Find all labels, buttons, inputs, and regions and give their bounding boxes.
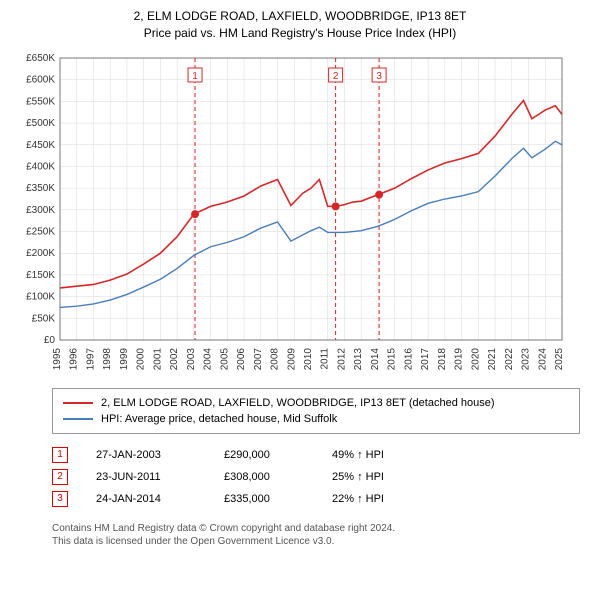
marker-pct: 49% ↑ HPI — [332, 449, 422, 461]
markers-table: 1 27-JAN-2003 £290,000 49% ↑ HPI 2 23-JUN-201… — [52, 444, 580, 510]
x-tick-label: 2010 — [303, 347, 314, 370]
x-tick-label: 2020 — [470, 347, 481, 370]
x-tick-label: 2007 — [253, 347, 264, 370]
legend-row: 2, ELM LODGE ROAD, LAXFIELD, WOODBRIDGE,… — [63, 395, 569, 411]
x-tick-label: 2004 — [203, 347, 214, 370]
marker-date: 27-JAN-2003 — [96, 449, 196, 461]
x-tick-label: 2000 — [136, 347, 147, 370]
x-tick-label: 2017 — [420, 347, 431, 370]
attribution-line-1: Contains HM Land Registry data © Crown c… — [52, 522, 580, 535]
legend-swatch — [63, 402, 93, 404]
x-tick-label: 2014 — [370, 347, 381, 370]
x-tick-label: 2013 — [353, 347, 364, 370]
y-tick-label: £250K — [26, 226, 55, 237]
x-tick-label: 2008 — [270, 347, 281, 370]
chart-container: 2, ELM LODGE ROAD, LAXFIELD, WOODBRIDGE,… — [0, 0, 600, 556]
y-tick-label: £500K — [26, 118, 55, 129]
y-tick-label: £0 — [44, 335, 56, 346]
legend-row: HPI: Average price, detached house, Mid … — [63, 411, 569, 427]
x-tick-label: 1997 — [85, 347, 96, 370]
marker-row: 1 27-JAN-2003 £290,000 49% ↑ HPI — [52, 444, 580, 466]
x-tick-label: 1995 — [52, 347, 63, 370]
marker-number-box: 3 — [52, 491, 68, 507]
x-tick-label: 2003 — [186, 347, 197, 370]
y-tick-label: £600K — [26, 74, 55, 85]
y-tick-label: £200K — [26, 248, 55, 259]
x-tick-label: 2001 — [152, 347, 163, 370]
marker-row: 2 23-JUN-2011 £308,000 25% ↑ HPI — [52, 466, 580, 488]
marker-number-box: 1 — [52, 447, 68, 463]
chart: £0 £50K £100K £150K £200K £250K £300K £350K £400… — [12, 50, 588, 380]
marker-row: 3 24-JAN-2014 £335,000 22% ↑ HPI — [52, 488, 580, 510]
y-tick-label: £650K — [26, 53, 55, 64]
x-tick-label: 2025 — [554, 347, 565, 370]
y-tick-label: £400K — [26, 161, 55, 172]
x-tick-label: 2006 — [236, 347, 247, 370]
marker-pct: 22% ↑ HPI — [332, 493, 422, 505]
x-tick-label: 2023 — [521, 347, 532, 370]
x-tick-label: 2018 — [437, 347, 448, 370]
marker-pct: 25% ↑ HPI — [332, 471, 422, 483]
title-line-2: Price paid vs. HM Land Registry's House … — [12, 25, 588, 42]
sale-marker-number: 2 — [333, 71, 339, 82]
y-tick-label: £350K — [26, 183, 55, 194]
x-tick-label: 2012 — [336, 347, 347, 370]
legend-label: HPI: Average price, detached house, Mid … — [101, 413, 337, 425]
attribution-line-2: This data is licensed under the Open Gov… — [52, 535, 580, 548]
x-tick-label: 2011 — [320, 347, 331, 369]
marker-price: £290,000 — [224, 449, 304, 461]
y-tick-label: £450K — [26, 139, 55, 150]
y-tick-label: £50K — [32, 313, 56, 324]
title-block: 2, ELM LODGE ROAD, LAXFIELD, WOODBRIDGE,… — [12, 8, 588, 42]
legend: 2, ELM LODGE ROAD, LAXFIELD, WOODBRIDGE,… — [52, 388, 580, 434]
sale-marker-number: 1 — [192, 71, 198, 82]
x-tick-label: 2016 — [403, 347, 414, 370]
y-tick-label: £100K — [26, 291, 55, 302]
x-tick-label: 2002 — [169, 347, 180, 370]
legend-swatch — [63, 418, 93, 420]
title-line-1: 2, ELM LODGE ROAD, LAXFIELD, WOODBRIDGE,… — [12, 8, 588, 25]
marker-date: 23-JUN-2011 — [96, 471, 196, 483]
x-tick-label: 2022 — [504, 347, 515, 370]
legend-label: 2, ELM LODGE ROAD, LAXFIELD, WOODBRIDGE,… — [101, 397, 495, 409]
x-tick-label: 1999 — [119, 347, 130, 370]
x-tick-label: 1996 — [69, 347, 80, 370]
y-tick-label: £300K — [26, 204, 55, 215]
x-tick-label: 2009 — [286, 347, 297, 370]
marker-price: £308,000 — [224, 471, 304, 483]
marker-date: 24-JAN-2014 — [96, 493, 196, 505]
marker-price: £335,000 — [224, 493, 304, 505]
chart-svg: £0 £50K £100K £150K £200K £250K £300K £350K £400… — [12, 50, 572, 380]
x-tick-label: 2015 — [387, 347, 398, 370]
marker-number-box: 2 — [52, 469, 68, 485]
x-tick-label: 2024 — [537, 347, 548, 370]
y-tick-label: £150K — [26, 270, 55, 281]
x-tick-label: 2019 — [454, 347, 465, 370]
attribution: Contains HM Land Registry data © Crown c… — [52, 522, 580, 548]
x-tick-label: 2021 — [487, 347, 498, 370]
x-tick-label: 2005 — [219, 347, 230, 370]
sale-marker-number: 3 — [376, 71, 382, 82]
x-tick-label: 1998 — [102, 347, 113, 370]
y-tick-label: £550K — [26, 96, 55, 107]
